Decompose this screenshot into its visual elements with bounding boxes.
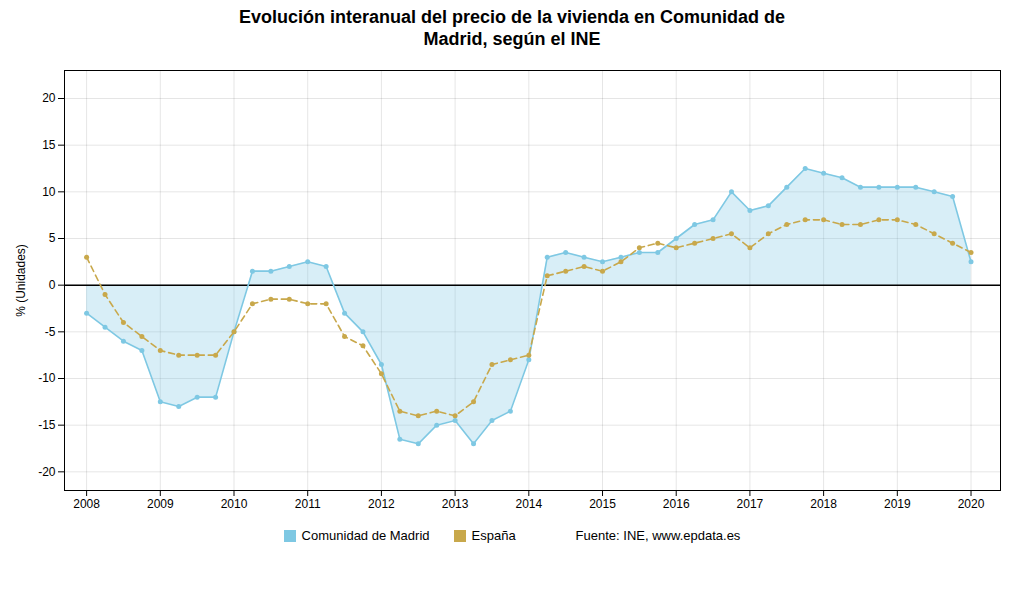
svg-text:-15: -15 (38, 418, 56, 432)
svg-text:2016: 2016 (663, 497, 690, 511)
svg-text:% (Unidades): % (Unidades) (14, 244, 28, 317)
svg-text:-5: -5 (45, 325, 56, 339)
svg-text:-20: -20 (38, 465, 56, 479)
svg-text:2014: 2014 (515, 497, 542, 511)
svg-text:2015: 2015 (589, 497, 616, 511)
svg-text:2018: 2018 (810, 497, 837, 511)
svg-text:10: 10 (42, 185, 56, 199)
svg-text:-10: -10 (38, 371, 56, 385)
html-text:Fuente: INE, www.epdata.es: Fuente: INE, www.epdata.es (575, 528, 741, 543)
svg-text:2019: 2019 (884, 497, 911, 511)
html-text:Comunidad de Madrid: Comunidad de Madrid (301, 528, 430, 543)
svg-text:20: 20 (42, 91, 56, 105)
svg-text:2009: 2009 (147, 497, 174, 511)
html-text:España: España (471, 528, 516, 543)
svg-text:15: 15 (42, 138, 56, 152)
svg-text:2011: 2011 (295, 497, 321, 511)
svg-text:2017: 2017 (737, 497, 764, 511)
svg-text:2013: 2013 (442, 497, 469, 511)
svg-text:2008: 2008 (73, 497, 100, 511)
svg-text:0: 0 (49, 278, 56, 292)
svg-text:2010: 2010 (221, 497, 248, 511)
svg-text:2020: 2020 (958, 497, 985, 511)
html-text:Evolución interanual del preci: Evolución interanual del precio de la vi… (238, 7, 786, 49)
svg-text:2012: 2012 (368, 497, 395, 511)
svg-text:5: 5 (49, 231, 56, 245)
